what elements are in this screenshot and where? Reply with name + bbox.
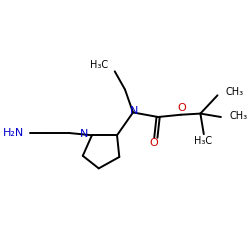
- Text: CH₃: CH₃: [226, 87, 244, 97]
- Text: H₃C: H₃C: [194, 136, 212, 146]
- Text: H₃C: H₃C: [90, 60, 108, 70]
- Text: H₂N: H₂N: [3, 128, 24, 138]
- Text: O: O: [149, 138, 158, 148]
- Text: N: N: [130, 106, 138, 116]
- Text: CH₃: CH₃: [230, 111, 248, 121]
- Text: O: O: [177, 103, 186, 113]
- Text: N: N: [80, 129, 88, 139]
